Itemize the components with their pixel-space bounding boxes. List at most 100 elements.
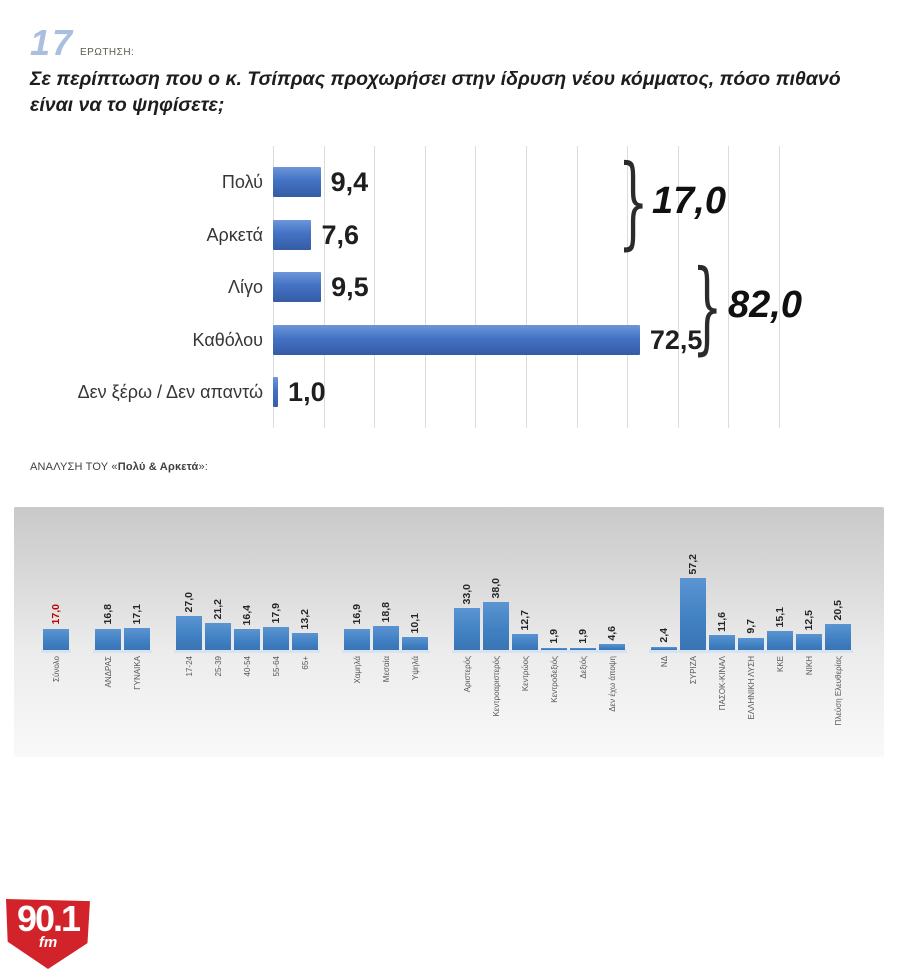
demo-bar — [796, 634, 822, 650]
sum-82-label: 82,0 — [728, 284, 802, 326]
demo-bar — [709, 635, 735, 650]
demo-x-label: 65+ — [300, 656, 310, 670]
demo-x-label: Υψηλά — [410, 656, 420, 680]
demo-bar — [95, 628, 121, 650]
demo-cell: 12,5 ΝΙΚΗ — [794, 508, 824, 725]
demo-bar — [234, 629, 260, 650]
brace-82-icon: } — [692, 248, 723, 365]
demo-value-label: 16,8 — [102, 604, 114, 625]
demo-bar — [402, 637, 428, 650]
demo-bar — [512, 634, 538, 650]
demographics-panel: 17,0 Σύνολο 16,8 ΑΝΔΡΑΣ 17,1 ΓΥΝΑΙΚΑ 27,0 17-24… — [14, 507, 884, 757]
sum-17-label: 17,0 — [652, 180, 726, 222]
demo-stack: 57,2 — [680, 508, 706, 650]
demo-bar — [124, 628, 150, 650]
demo-bar-shelf — [765, 650, 795, 653]
value-label: 9,5 — [331, 272, 369, 302]
analysis-highlight: Πολύ & Αρκετά — [117, 461, 199, 473]
demo-bar — [454, 608, 480, 650]
gridline — [627, 146, 629, 428]
demo-bar — [680, 577, 706, 650]
demo-bar-shelf — [539, 650, 569, 653]
demo-x-label: Πλεύση Ελευθερίας — [833, 656, 843, 726]
demo-x-label: Δεν έχω άποψη — [607, 656, 617, 712]
top-bar-chart-plot: Πολύ 9,4 Αρκετά 7,6 Λίγο 9,5 Καθόλου 72,5 Δεν ξέ… — [78, 146, 780, 428]
demo-bar — [651, 646, 677, 650]
demo-stack: 17,0 — [43, 508, 69, 650]
demo-x-label: ΑΝΔΡΑΣ — [103, 656, 113, 688]
demo-cell: 1,9 Κεντροδεξιός — [539, 508, 569, 717]
demo-cell: 21,2 25-39 — [203, 508, 233, 677]
demo-value-label: 13,2 — [299, 608, 311, 630]
demo-bar — [43, 628, 69, 650]
bar — [273, 272, 322, 302]
demo-value-label: 15,1 — [774, 606, 786, 627]
demo-bar-shelf — [794, 650, 824, 653]
demo-cell: 10,1 Υψηλά — [400, 508, 430, 684]
demo-bar — [292, 633, 318, 650]
demo-bar-shelf — [342, 650, 372, 653]
demo-cell: 1,9 Δεξιός — [568, 508, 598, 717]
demo-bar-shelf — [678, 650, 708, 653]
category-label: Πολύ — [221, 172, 263, 192]
question-number: 17 — [30, 22, 75, 63]
demo-bar-shelf — [93, 650, 123, 653]
demo-group: 16,8 ΑΝΔΡΑΣ 17,1 ΓΥΝΑΙΚΑ — [93, 508, 152, 690]
demo-bar-shelf — [481, 650, 511, 653]
demo-value-label: 1,9 — [577, 629, 589, 644]
demo-bar-shelf — [568, 650, 598, 653]
demo-bar-shelf — [452, 650, 482, 653]
gridline — [576, 146, 578, 428]
demo-x-label: Σύνολο — [51, 656, 61, 682]
analysis-suffix: »: — [198, 461, 209, 473]
demo-x-label: 17-24 — [184, 656, 194, 677]
demo-x-label: 55-64 — [271, 656, 281, 677]
demo-cell: 12,7 Κεντρώος — [510, 508, 540, 717]
value-label: 9,4 — [330, 167, 369, 197]
demo-x-label: ΝΔ — [659, 656, 669, 668]
demo-x-label: Μεσαία — [381, 656, 391, 683]
demo-value-label: 4,6 — [606, 625, 618, 641]
demo-cell: 15,1 ΚΚΕ — [765, 508, 795, 725]
demo-value-label: 10,1 — [409, 612, 421, 634]
demo-bar — [344, 628, 370, 650]
demo-cell: 33,0 Αριστερός — [452, 508, 482, 717]
demo-bar — [373, 626, 399, 650]
demo-x-label: Κεντροαριστερός — [491, 656, 501, 717]
demo-cell: 17,9 55-64 — [261, 508, 291, 677]
demo-cell: 38,0 Κεντροαριστερός — [481, 508, 511, 717]
demographics-chart: 17,0 Σύνολο 16,8 ΑΝΔΡΑΣ 17,1 ΓΥΝΑΙΚΑ 27,0 17-24… — [14, 507, 884, 725]
gridline — [323, 146, 325, 428]
category-label: Δεν ξέρω / Δεν απαντώ — [77, 382, 263, 402]
analysis-title: ΑΝΑΛΥΣΗ ΤΟΥ «Πολύ & Αρκετά»: — [30, 461, 208, 473]
demo-bar-shelf — [510, 650, 540, 653]
demo-cell: 57,2 ΣΥΡΙΖΑ — [678, 508, 708, 725]
demo-x-label: Αριστερός — [462, 656, 472, 693]
demo-group: 17,0 Σύνολο — [41, 508, 71, 682]
demo-bar-shelf — [232, 650, 262, 653]
demo-cell: 2,4 ΝΔ — [649, 508, 679, 725]
demo-stack: 12,5 — [796, 508, 822, 650]
demo-value-label: 11,6 — [716, 611, 728, 632]
demo-value-label: 27,0 — [183, 591, 195, 612]
analysis-prefix: ΑΝΑΛΥΣΗ ΤΟΥ « — [30, 461, 118, 473]
demo-x-label: 25-39 — [213, 656, 223, 677]
demo-cell: 4,6 Δεν έχω άποψη — [597, 508, 627, 717]
demo-value-label: 21,2 — [212, 598, 224, 620]
demo-stack: 4,6 — [599, 508, 625, 650]
demo-group: 33,0 Αριστερός 38,0 Κεντροαριστερός 12,7 Κεντ… — [452, 508, 627, 717]
demo-stack: 13,2 — [292, 508, 318, 650]
bar — [273, 324, 640, 355]
demo-stack: 17,1 — [124, 508, 150, 650]
demo-stack: 1,9 — [541, 508, 567, 650]
demo-cell: 16,8 ΑΝΔΡΑΣ — [93, 508, 123, 690]
bar — [273, 219, 312, 250]
demo-cell: 11,6 ΠΑΣΟΚ-ΚΙΝΑΛ — [707, 508, 737, 725]
gridline — [374, 146, 376, 428]
question-label: ΕΡΩΤΗΣΗ: — [80, 47, 135, 58]
demo-x-label: 40-54 — [242, 656, 252, 677]
demo-bar-shelf — [41, 650, 71, 653]
demo-stack: 16,9 — [344, 508, 370, 650]
demo-bar-shelf — [203, 650, 233, 653]
